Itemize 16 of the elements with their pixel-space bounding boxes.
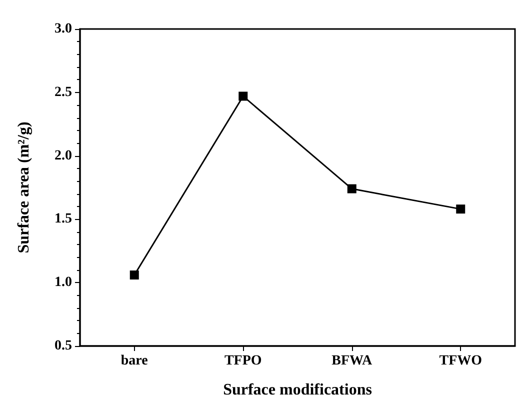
y-tick-label: 2.5 (54, 84, 72, 100)
point (456, 204, 466, 214)
x-tick-label: bare (120, 354, 148, 368)
x-tick-label: TFPO (224, 354, 262, 368)
x-tick-label: BFWA (332, 354, 373, 368)
y-tick-label: 0.5 (54, 338, 72, 354)
y-tick-label: 2.0 (54, 148, 72, 164)
y-axis-title: Surface area (m²/g) (16, 122, 32, 254)
y-tick-label: 3.0 (54, 22, 72, 36)
y-tick-label: 1.5 (54, 212, 72, 227)
x-tick-label: TFWO (439, 354, 482, 368)
x-axis-title: Surface modifications (223, 382, 372, 398)
point (347, 184, 356, 194)
point (238, 92, 248, 101)
point (130, 270, 139, 280)
y-tick-label: 1.0 (54, 275, 72, 290)
